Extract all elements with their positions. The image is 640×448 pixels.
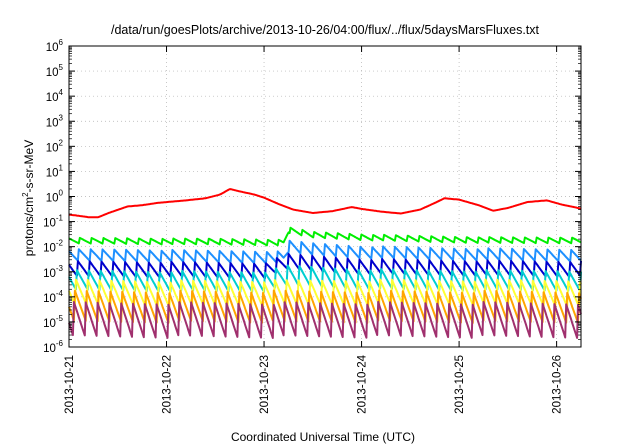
y-axis-label-base: protons/cm	[22, 197, 36, 256]
y-tick-exp: -3	[56, 264, 64, 273]
y-tick-label: 100	[46, 189, 64, 205]
y-tick-exp: -5	[56, 314, 64, 323]
y-tick-exp: 6	[59, 38, 64, 47]
y-tick-base: 10	[46, 142, 59, 154]
y-axis-label-sup: 2	[21, 192, 30, 197]
x-axis-ticks: 2013-10-21 2013-10-22 2013-10-23 2013-10-24…	[64, 46, 564, 414]
y-tick-label: 10-5	[43, 314, 63, 330]
series-line-4	[68, 252, 582, 280]
x-tick-label: 2013-10-24	[357, 354, 369, 413]
y-tick-label: 10-6	[43, 339, 63, 355]
chart-title: /data/run/goesPlots/archive/2013-10-26/0…	[111, 23, 540, 37]
y-tick-exp: -6	[56, 339, 64, 348]
y-tick-base: 10	[43, 318, 56, 330]
series-line-2	[68, 226, 582, 247]
x-tick-label: 2013-10-21	[64, 355, 76, 414]
x-tick-label: 2013-10-26	[552, 355, 564, 414]
series-line-5	[68, 264, 582, 294]
y-axis-label: protons/cm2-s-sr-MeV	[21, 140, 36, 256]
y-tick-label: 10-3	[43, 264, 63, 280]
y-tick-exp: 3	[59, 113, 64, 122]
y-axis-label-tail: -s-sr-MeV	[22, 140, 36, 193]
y-tick-label: 10-1	[43, 214, 63, 230]
y-tick-label: 101	[46, 163, 64, 179]
y-tick-label: 106	[46, 38, 64, 54]
x-tick-label: 2013-10-23	[259, 355, 271, 414]
y-tick-base: 10	[43, 293, 56, 305]
y-tick-base: 10	[46, 92, 59, 104]
y-tick-base: 10	[46, 117, 59, 129]
y-tick-exp: 2	[59, 138, 64, 147]
series-layer	[68, 188, 582, 339]
y-tick-label: 104	[46, 88, 64, 104]
x-axis-label: Coordinated Universal Time (UTC)	[231, 430, 415, 444]
y-tick-exp: 0	[59, 189, 64, 198]
y-tick-base: 10	[43, 268, 56, 280]
y-tick-base: 10	[46, 167, 59, 179]
y-tick-base: 10	[46, 42, 59, 54]
y-tick-exp: -4	[56, 289, 64, 298]
y-tick-label: 105	[46, 63, 64, 79]
y-tick-base: 10	[46, 193, 59, 205]
series-line-1	[68, 188, 582, 219]
x-tick-label: 2013-10-25	[454, 355, 466, 414]
y-tick-label: 10-4	[43, 289, 63, 305]
y-tick-exp: 1	[59, 163, 64, 172]
y-tick-exp: 4	[59, 88, 64, 97]
y-tick-label: 10-2	[43, 239, 63, 255]
y-tick-base: 10	[43, 243, 56, 255]
y-tick-label: 102	[46, 138, 64, 154]
y-tick-exp: -1	[56, 214, 64, 223]
y-axis-ticks: 10610510410310210110010-110-210-310-410-…	[43, 38, 581, 355]
y-tick-base: 10	[46, 67, 59, 79]
y-tick-base: 10	[43, 343, 56, 355]
y-tick-label: 103	[46, 113, 64, 129]
y-tick-exp: 5	[59, 63, 64, 72]
series-line-8	[68, 300, 582, 339]
y-tick-base: 10	[43, 218, 56, 230]
x-tick-label: 2013-10-22	[162, 355, 174, 414]
series-line-3	[68, 239, 582, 265]
y-tick-exp: -2	[56, 239, 64, 248]
